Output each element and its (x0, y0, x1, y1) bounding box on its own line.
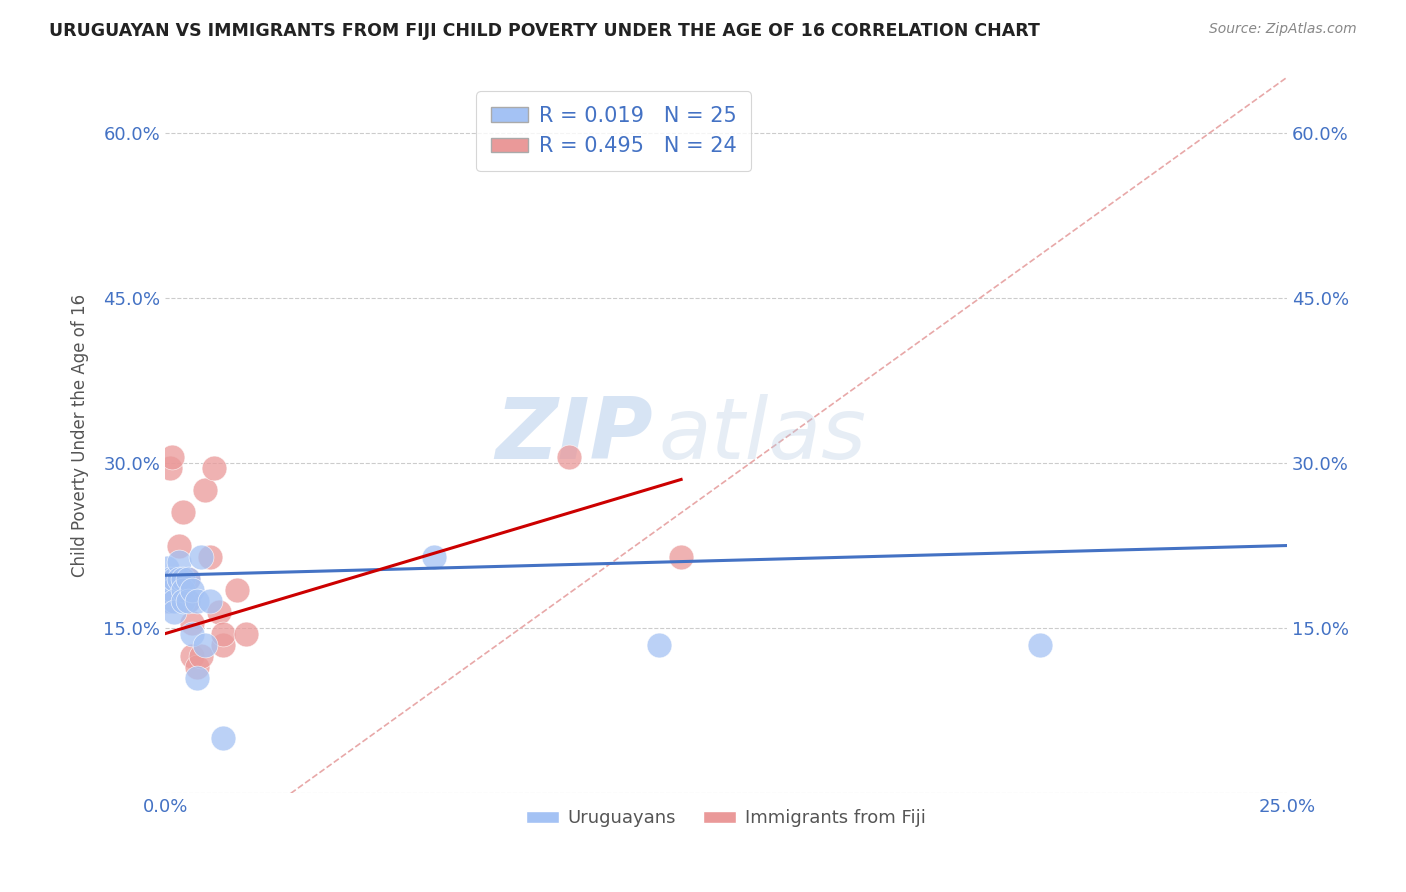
Point (212, 638, 235, 652)
Point (172, 593, 194, 607)
Point (558, 450, 581, 465)
Point (167, 572, 190, 586)
Text: ZIP: ZIP (495, 394, 652, 477)
Point (163, 572, 186, 586)
Point (156, 593, 179, 607)
Point (172, 582, 194, 597)
Point (163, 593, 186, 607)
Point (167, 572, 190, 586)
Point (212, 731, 235, 746)
Point (167, 539, 190, 553)
Point (186, 671, 208, 685)
Point (647, 638, 669, 652)
Point (194, 638, 217, 652)
Point (669, 549, 692, 564)
Point (163, 605, 186, 619)
Point (172, 572, 194, 586)
Text: URUGUAYAN VS IMMIGRANTS FROM FIJI CHILD POVERTY UNDER THE AGE OF 16 CORRELATION : URUGUAYAN VS IMMIGRANTS FROM FIJI CHILD … (49, 22, 1040, 40)
Point (186, 593, 208, 607)
Text: atlas: atlas (658, 394, 866, 477)
Point (181, 582, 204, 597)
Point (181, 626, 204, 640)
Point (208, 605, 231, 619)
Point (181, 648, 204, 663)
Point (176, 572, 198, 586)
Point (156, 560, 179, 574)
Point (163, 572, 186, 586)
Point (167, 555, 190, 569)
Point (159, 593, 181, 607)
Point (190, 648, 212, 663)
Point (423, 549, 446, 564)
Point (172, 572, 194, 586)
Point (186, 659, 208, 673)
Point (225, 582, 247, 597)
Point (181, 615, 204, 630)
Point (1029, 638, 1052, 652)
Point (176, 572, 198, 586)
Text: Source: ZipAtlas.com: Source: ZipAtlas.com (1209, 22, 1357, 37)
Point (176, 593, 198, 607)
Point (235, 626, 257, 640)
Point (198, 549, 221, 564)
Point (159, 461, 181, 475)
Legend: Uruguayans, Immigrants from Fiji: Uruguayans, Immigrants from Fiji (519, 802, 934, 834)
Point (160, 450, 183, 465)
Point (194, 483, 217, 498)
Y-axis label: Child Poverty Under the Age of 16: Child Poverty Under the Age of 16 (72, 293, 89, 577)
Point (212, 626, 235, 640)
Point (198, 593, 221, 607)
Point (172, 506, 194, 520)
Point (204, 461, 226, 475)
Point (160, 582, 183, 597)
Point (190, 549, 212, 564)
Point (159, 572, 181, 586)
Point (176, 593, 198, 607)
